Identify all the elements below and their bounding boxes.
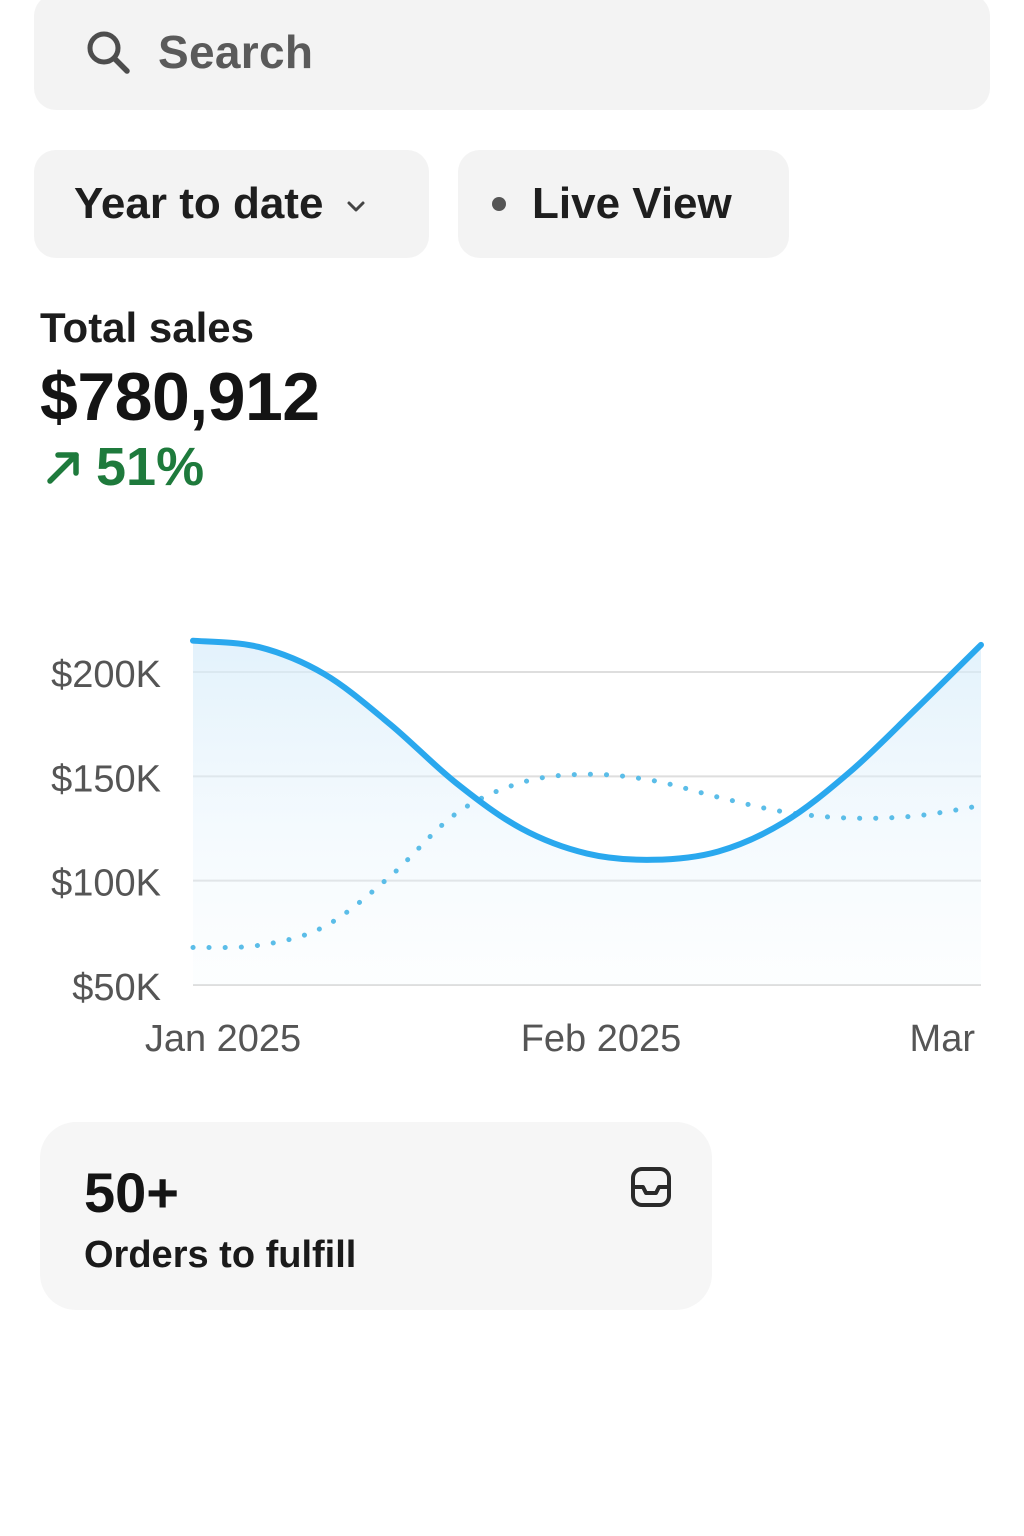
total-sales-change: 51% <box>44 436 204 498</box>
series-area <box>193 640 981 985</box>
x-tick-label: Jan 2025 <box>145 1018 301 1060</box>
y-tick-label: $100K <box>51 863 161 905</box>
total-sales-label: Total sales <box>40 304 254 351</box>
chart-area <box>193 640 981 985</box>
date-range-button[interactable]: Year to date <box>34 150 429 258</box>
y-tick-label: $200K <box>51 654 161 696</box>
live-view-button[interactable]: Live View <box>458 150 789 258</box>
chart-y-axis: $200K $150K $100K $50K <box>51 654 161 1009</box>
sales-chart: $200K $150K $100K $50K Jan 2025 Feb 2025 Mar <box>51 637 984 1060</box>
inbox-icon <box>631 1167 671 1207</box>
search-input[interactable]: Search <box>158 26 314 78</box>
chart-series <box>190 637 984 951</box>
chart-x-axis: Jan 2025 Feb 2025 Mar <box>145 1018 976 1060</box>
chevron-down-icon <box>347 201 365 212</box>
y-tick-label: $50K <box>72 967 161 1009</box>
live-view-label: Live View <box>532 179 732 228</box>
orders-card[interactable]: 50+ Orders to fulfill <box>40 1122 712 1310</box>
dot-icon <box>492 197 506 211</box>
arrow-up-right-icon <box>47 452 79 484</box>
x-tick-label: Mar <box>910 1018 976 1060</box>
change-percent: 51% <box>96 437 205 497</box>
date-range-label: Year to date <box>74 179 324 228</box>
series-line-current <box>190 637 984 863</box>
total-sales-value: $780,912 <box>40 359 320 435</box>
search-bar[interactable]: Search <box>34 0 990 110</box>
search-icon <box>87 31 130 74</box>
x-tick-label: Feb 2025 <box>521 1018 682 1060</box>
y-tick-label: $150K <box>51 758 161 800</box>
orders-count: 50+ <box>84 1161 179 1224</box>
orders-label: Orders to fulfill <box>84 1234 357 1276</box>
